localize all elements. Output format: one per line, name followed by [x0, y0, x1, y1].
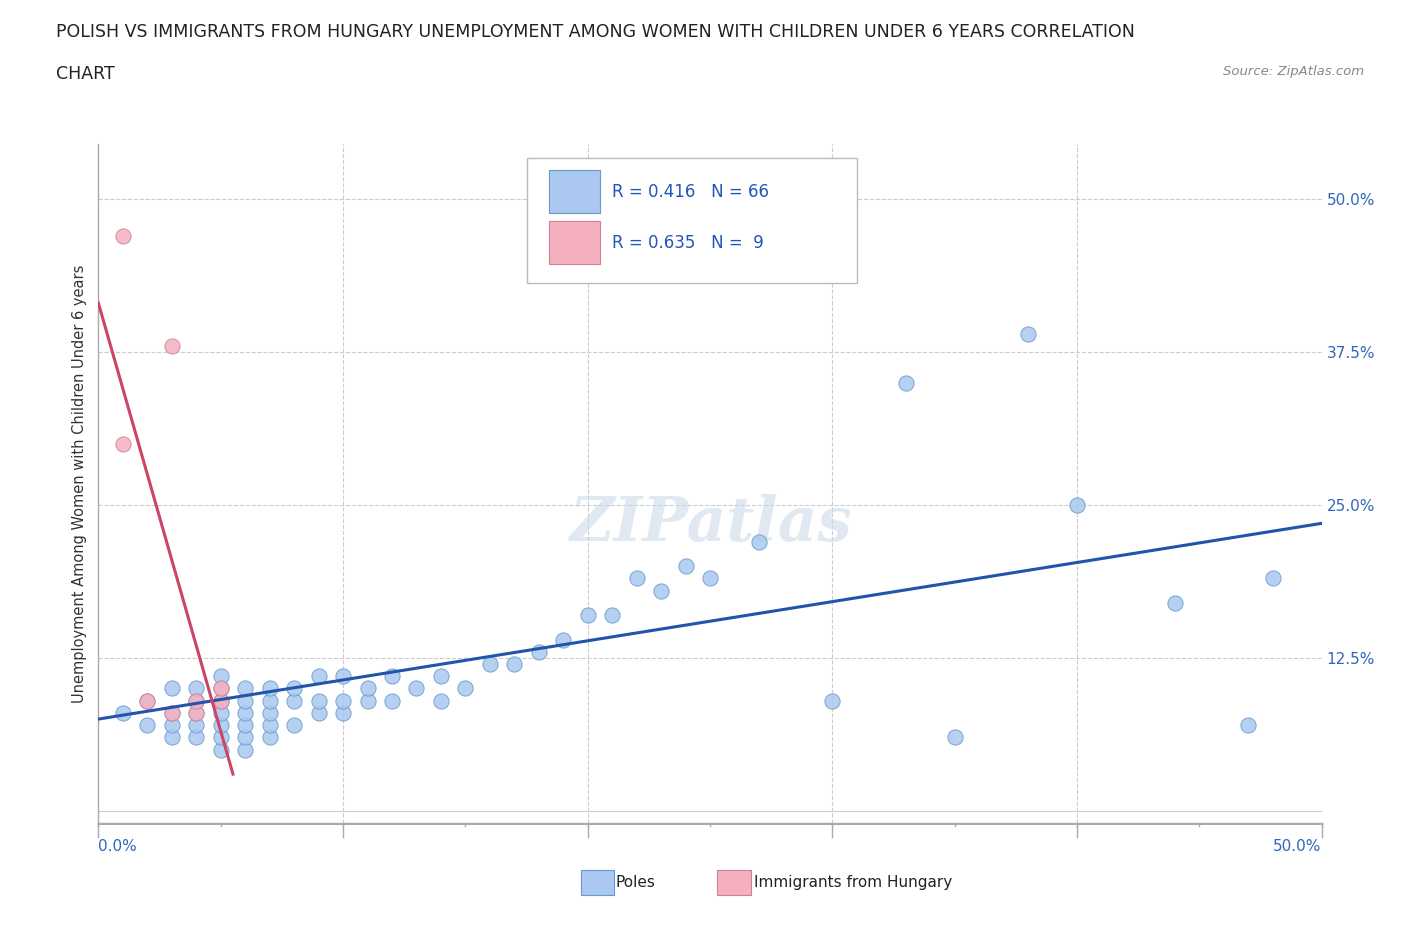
Point	[209, 730, 232, 745]
Point	[1261, 571, 1284, 586]
Point	[283, 693, 305, 708]
FancyBboxPatch shape	[548, 170, 600, 213]
Point	[259, 730, 281, 745]
Point	[111, 229, 134, 244]
Point	[381, 693, 404, 708]
Text: Immigrants from Hungary: Immigrants from Hungary	[754, 875, 952, 890]
Point	[209, 718, 232, 733]
Point	[478, 657, 501, 671]
Point	[553, 632, 575, 647]
Point	[209, 693, 232, 708]
Point	[186, 706, 208, 721]
Text: R = 0.416   N = 66: R = 0.416 N = 66	[612, 182, 769, 201]
Point	[600, 607, 623, 622]
Point	[748, 534, 770, 549]
Point	[821, 693, 844, 708]
Point	[576, 607, 599, 622]
Point	[209, 681, 232, 696]
Point	[186, 730, 208, 745]
Point	[405, 681, 427, 696]
Point	[1237, 718, 1260, 733]
Point	[160, 706, 183, 721]
Point	[111, 706, 134, 721]
Point	[503, 657, 526, 671]
Point	[650, 583, 672, 598]
Point	[160, 681, 183, 696]
Point	[332, 669, 354, 684]
Point	[209, 742, 232, 757]
Text: POLISH VS IMMIGRANTS FROM HUNGARY UNEMPLOYMENT AMONG WOMEN WITH CHILDREN UNDER 6: POLISH VS IMMIGRANTS FROM HUNGARY UNEMPL…	[56, 23, 1135, 41]
Point	[233, 706, 256, 721]
FancyBboxPatch shape	[548, 220, 600, 264]
Point	[160, 339, 183, 353]
Point	[356, 681, 378, 696]
Point	[186, 693, 208, 708]
Text: R = 0.635   N =  9: R = 0.635 N = 9	[612, 233, 763, 252]
Point	[259, 693, 281, 708]
Point	[233, 730, 256, 745]
Point	[308, 706, 330, 721]
Text: ZIPatlas: ZIPatlas	[568, 495, 852, 554]
Point	[894, 375, 917, 390]
Point	[209, 669, 232, 684]
Point	[186, 681, 208, 696]
Point	[527, 644, 550, 659]
Point	[430, 693, 453, 708]
Point	[111, 436, 134, 451]
Point	[381, 669, 404, 684]
Point	[283, 718, 305, 733]
Point	[136, 693, 159, 708]
Point	[233, 742, 256, 757]
Point	[209, 693, 232, 708]
Point	[1017, 326, 1039, 341]
Text: 50.0%: 50.0%	[1274, 839, 1322, 854]
Text: 0.0%: 0.0%	[98, 839, 138, 854]
Point	[1066, 498, 1088, 512]
Point	[332, 693, 354, 708]
Point	[356, 693, 378, 708]
Point	[233, 718, 256, 733]
FancyBboxPatch shape	[526, 158, 856, 284]
Text: Poles: Poles	[616, 875, 655, 890]
Point	[283, 681, 305, 696]
Point	[1164, 595, 1187, 610]
Point	[675, 559, 697, 574]
Point	[259, 681, 281, 696]
Point	[308, 693, 330, 708]
Point	[233, 681, 256, 696]
Point	[186, 706, 208, 721]
Point	[160, 718, 183, 733]
Text: CHART: CHART	[56, 65, 115, 83]
Point	[136, 693, 159, 708]
Point	[259, 706, 281, 721]
Point	[186, 718, 208, 733]
Point	[308, 669, 330, 684]
Point	[943, 730, 966, 745]
Point	[699, 571, 721, 586]
Text: Source: ZipAtlas.com: Source: ZipAtlas.com	[1223, 65, 1364, 78]
Point	[259, 718, 281, 733]
Point	[332, 706, 354, 721]
Point	[626, 571, 648, 586]
Point	[136, 718, 159, 733]
Point	[186, 693, 208, 708]
Point	[209, 706, 232, 721]
Point	[430, 669, 453, 684]
Point	[209, 681, 232, 696]
Point	[233, 693, 256, 708]
Point	[160, 730, 183, 745]
Point	[454, 681, 477, 696]
Y-axis label: Unemployment Among Women with Children Under 6 years: Unemployment Among Women with Children U…	[72, 264, 87, 703]
Point	[160, 706, 183, 721]
